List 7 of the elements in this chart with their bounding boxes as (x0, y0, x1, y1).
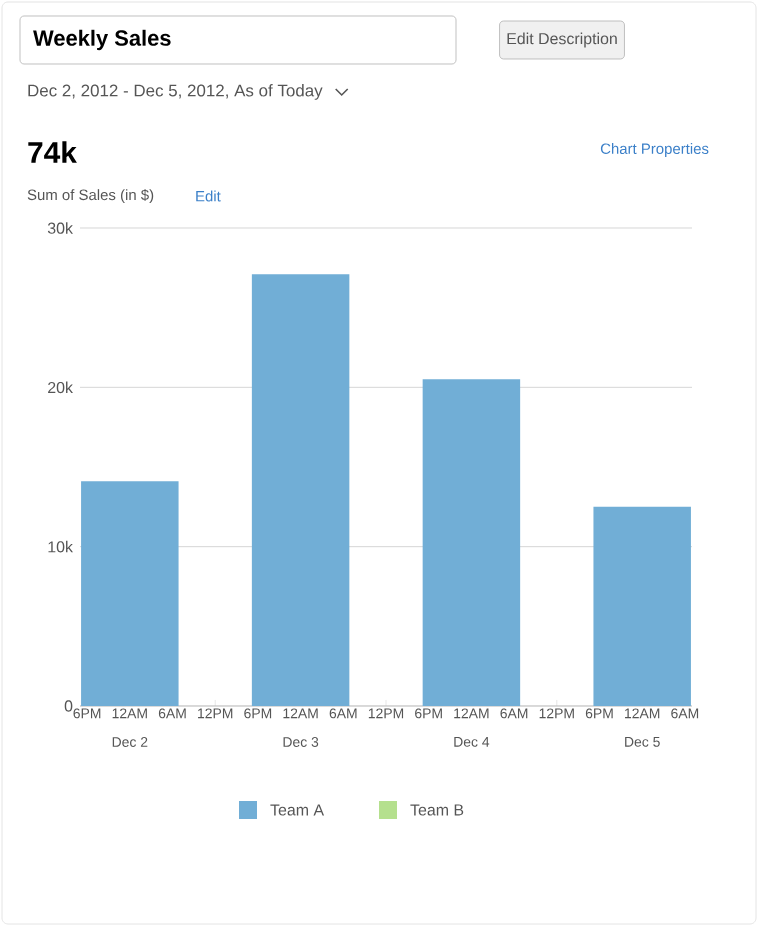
text: 74k (28, 141, 77, 163)
bar (251, 274, 350, 706)
bar (422, 379, 521, 706)
bar (81, 481, 179, 706)
bar (593, 506, 691, 706)
chart-subtitle: Dec 2, 2012 - Dec 5, 2012, As of Today (28, 84, 323, 100)
chart-title: Weekly Sales (33, 29, 171, 51)
